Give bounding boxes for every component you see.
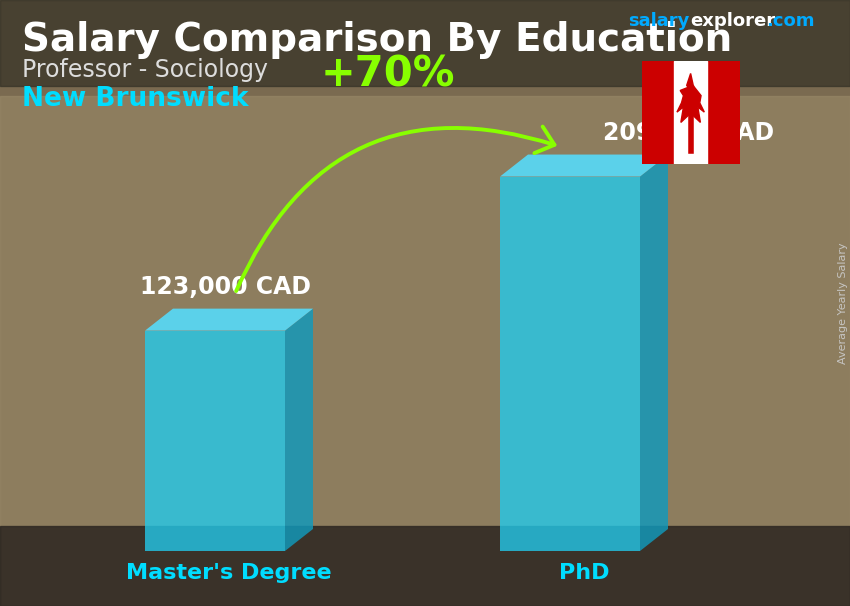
FancyArrowPatch shape	[236, 127, 554, 291]
Text: 209,000 CAD: 209,000 CAD	[603, 121, 774, 145]
Text: .com: .com	[766, 12, 814, 30]
Bar	[674, 61, 707, 164]
Text: Salary Comparison By Education: Salary Comparison By Education	[22, 21, 732, 59]
Polygon shape	[145, 308, 313, 331]
Polygon shape	[677, 73, 705, 122]
Text: Master's Degree: Master's Degree	[126, 563, 332, 583]
Text: PhD: PhD	[558, 563, 609, 583]
Bar	[0, 96, 850, 526]
Polygon shape	[285, 308, 313, 551]
Polygon shape	[145, 331, 285, 551]
Bar	[0, 526, 850, 606]
Text: Professor - Sociology: Professor - Sociology	[22, 58, 268, 82]
Polygon shape	[640, 155, 668, 551]
Text: 123,000 CAD: 123,000 CAD	[140, 275, 311, 299]
Polygon shape	[500, 176, 640, 551]
Text: salary: salary	[628, 12, 689, 30]
Bar	[707, 61, 740, 164]
Polygon shape	[500, 155, 668, 176]
Text: explorer: explorer	[690, 12, 775, 30]
Bar	[642, 61, 674, 164]
Text: +70%: +70%	[320, 53, 455, 96]
Bar	[0, 0, 850, 86]
Text: Average Yearly Salary: Average Yearly Salary	[838, 242, 848, 364]
Text: New Brunswick: New Brunswick	[22, 86, 248, 112]
